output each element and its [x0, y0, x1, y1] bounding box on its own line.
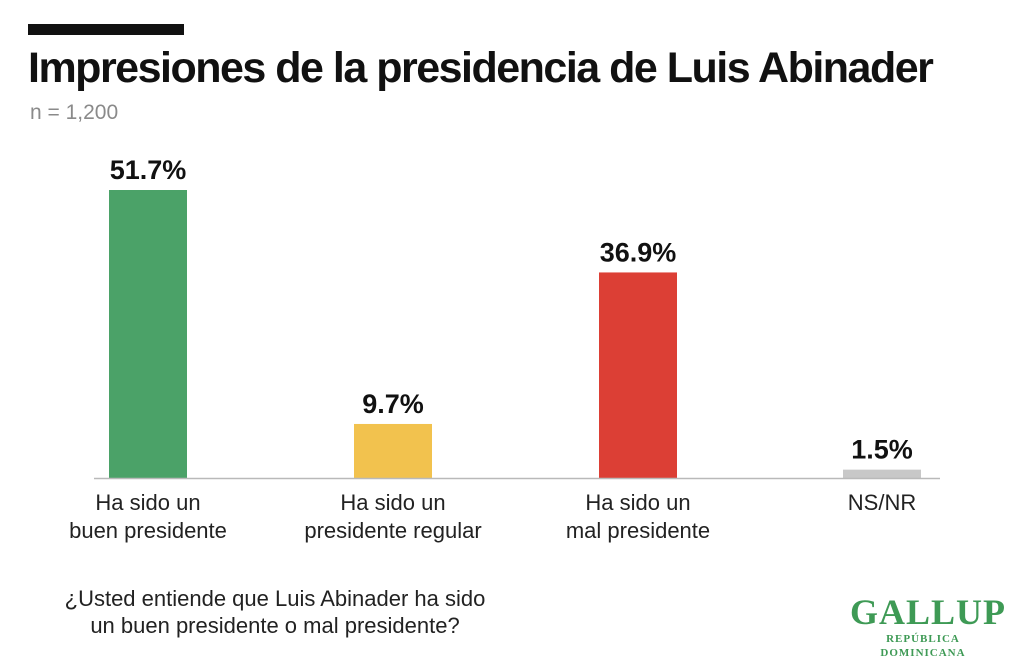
bar-value-label-3: 36.9% [600, 237, 677, 267]
category-label-2-line-2: presidente regular [304, 518, 481, 543]
category-label-1: Ha sido un buen presidente [69, 490, 227, 543]
bar-value-label-1: 51.7% [110, 155, 187, 185]
bar-3 [599, 272, 677, 478]
title-rule [28, 24, 184, 35]
sample-size-label: n = 1,200 [30, 101, 119, 124]
logo-subtitle: REPÚBLICA DOMINICANA [880, 633, 966, 659]
gallup-logo: GALLUP REPÚBLICA DOMINICANA [850, 592, 1007, 660]
bar-value-label-2: 9.7% [362, 389, 424, 419]
category-label-1-line-1: Ha sido un [95, 490, 200, 515]
category-label-1-line-2: buen presidente [69, 518, 227, 543]
survey-question: ¿Usted entiende que Luis Abinader ha sid… [40, 585, 510, 639]
logo-wordmark: GALLUP [850, 592, 1007, 632]
question-line-2: un buen presidente o mal presidente? [90, 613, 460, 638]
category-label-3: Ha sido un mal presidente [566, 490, 710, 543]
bar-4 [843, 469, 921, 478]
category-label-4-line-1: NS/NR [848, 490, 916, 515]
bar-value-label-4: 1.5% [851, 435, 913, 465]
category-label-2-line-1: Ha sido un [340, 490, 445, 515]
category-label-4: NS/NR [848, 490, 916, 515]
question-line-1: ¿Usted entiende que Luis Abinader ha sid… [64, 586, 486, 611]
category-label-3-line-1: Ha sido un [585, 490, 690, 515]
bar-2 [354, 423, 432, 478]
bar-chart: 51.7% Ha sido un buen presidente 9.7% Ha sid… [69, 155, 940, 543]
chart-title: Impresiones de la presidencia de Luis Ab… [28, 44, 934, 92]
category-label-3-line-2: mal presidente [566, 518, 710, 543]
category-label-2: Ha sido un presidente regular [304, 490, 481, 543]
bar-1 [109, 190, 187, 478]
